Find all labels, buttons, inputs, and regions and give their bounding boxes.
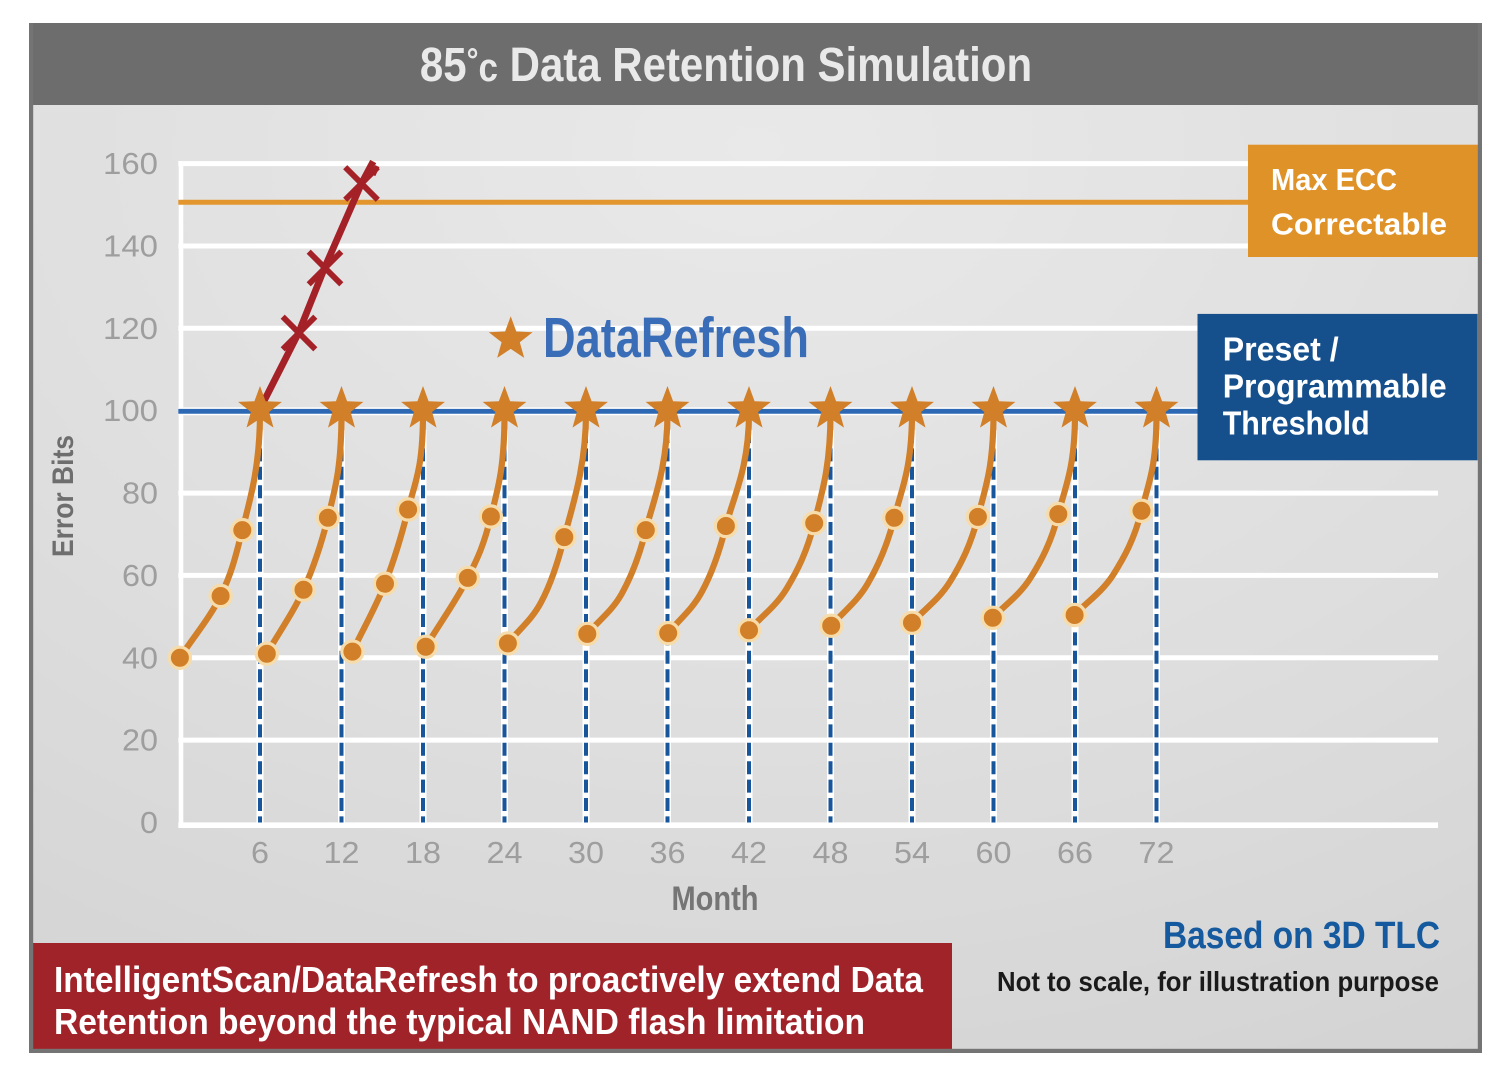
- svg-text:Not to scale, for illustration: Not to scale, for illustration purpose: [997, 966, 1439, 997]
- svg-text:12: 12: [324, 835, 360, 870]
- svg-text:160: 160: [103, 146, 158, 181]
- svg-text:Error Bits: Error Bits: [47, 435, 80, 557]
- svg-text:Max ECC: Max ECC: [1271, 162, 1397, 197]
- svg-text:42: 42: [731, 835, 767, 870]
- svg-text:24: 24: [487, 835, 523, 870]
- svg-text:Programmable: Programmable: [1223, 368, 1447, 405]
- svg-text:Month: Month: [672, 880, 759, 918]
- svg-text:30: 30: [568, 835, 604, 870]
- svg-text:72: 72: [1139, 835, 1175, 870]
- svg-text:120: 120: [103, 311, 158, 346]
- svg-text:DataRefresh: DataRefresh: [543, 306, 809, 370]
- svg-text:6: 6: [251, 835, 269, 870]
- svg-text:Based on 3D TLC: Based on 3D TLC: [1163, 915, 1440, 957]
- svg-text:140: 140: [103, 229, 158, 264]
- svg-text:80: 80: [122, 476, 158, 511]
- svg-text:18: 18: [405, 835, 441, 870]
- svg-text:Correctable: Correctable: [1271, 207, 1447, 242]
- svg-text:40: 40: [122, 640, 158, 675]
- svg-text:Threshold: Threshold: [1223, 405, 1370, 442]
- svg-text:0: 0: [140, 805, 158, 840]
- svg-text:IntelligentScan/DataRefresh to: IntelligentScan/DataRefresh to proactive…: [54, 959, 924, 1000]
- svg-text:36: 36: [650, 835, 686, 870]
- svg-text:60: 60: [122, 558, 158, 593]
- svg-text:Preset /: Preset /: [1223, 331, 1339, 368]
- svg-text:54: 54: [894, 835, 930, 870]
- svg-text:Retention beyond the typical N: Retention beyond the typical NAND flash …: [54, 1001, 865, 1042]
- svg-text:60: 60: [976, 835, 1012, 870]
- svg-text:100: 100: [103, 393, 158, 428]
- svg-text:20: 20: [122, 723, 158, 758]
- svg-text:66: 66: [1057, 835, 1093, 870]
- svg-text:85°c Data Retention Simulation: 85°c Data Retention Simulation: [420, 37, 1032, 91]
- svg-text:48: 48: [813, 835, 849, 870]
